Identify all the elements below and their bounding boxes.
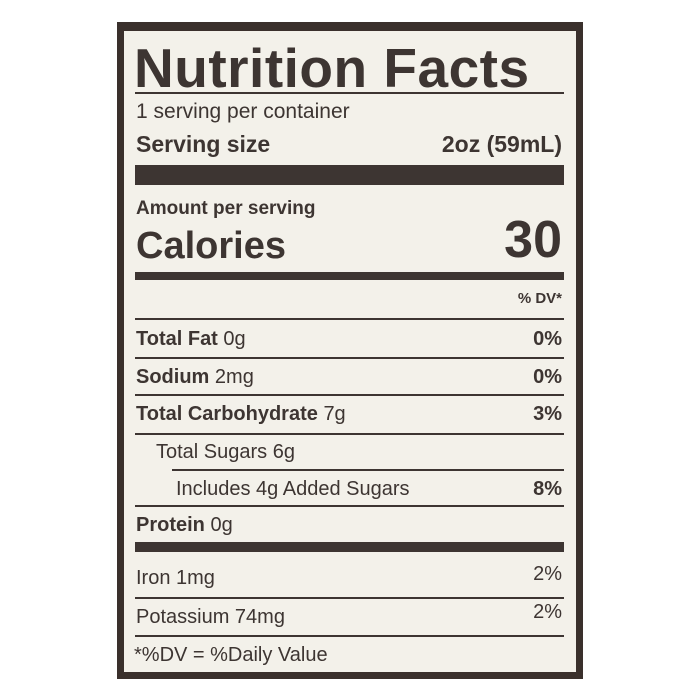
calories-value: 30 — [504, 211, 562, 269]
calories-label: Calories — [136, 225, 286, 267]
divider — [135, 357, 564, 359]
mineral-potassium: Potassium 74mg — [136, 606, 285, 628]
divider — [135, 318, 564, 320]
footnote: *%DV = %Daily Value — [134, 644, 328, 666]
dv-header: % DV* — [517, 290, 562, 307]
amount-per-serving: Amount per serving — [136, 198, 316, 219]
nutrient-protein: Protein 0g — [136, 514, 233, 536]
mineral-iron: Iron 1mg — [136, 567, 215, 589]
divider — [135, 505, 564, 507]
servings-per-container: 1 serving per container — [136, 100, 350, 123]
divider — [172, 469, 564, 471]
divider — [135, 92, 564, 94]
nutrient-total-fat: Total Fat 0g — [136, 328, 246, 350]
divider — [135, 635, 564, 637]
added-sugars-dv: 8% — [533, 478, 562, 500]
divider — [135, 433, 564, 435]
thick-divider — [135, 542, 564, 552]
label-title: Nutrition Facts — [134, 37, 530, 99]
serving-size-value: 2oz (59mL) — [441, 131, 562, 157]
divider — [135, 597, 564, 599]
nutrient-sodium: Sodium 2mg — [136, 366, 254, 388]
total-carbohydrate-dv: 3% — [533, 403, 562, 425]
total-fat-dv: 0% — [533, 328, 562, 350]
potassium-dv: 2% — [533, 601, 562, 623]
divider — [135, 394, 564, 396]
sodium-dv: 0% — [533, 366, 562, 388]
nutrition-facts-label: Nutrition Facts 1 serving per container … — [117, 22, 583, 679]
iron-dv: 2% — [533, 563, 562, 585]
nutrient-added-sugars: Includes 4g Added Sugars — [176, 478, 410, 500]
serving-size-label: Serving size — [136, 131, 271, 157]
nutrient-total-carbohydrate: Total Carbohydrate 7g — [136, 403, 346, 425]
thick-divider — [135, 272, 564, 280]
nutrient-total-sugars: Total Sugars 6g — [156, 441, 295, 463]
thick-divider — [135, 165, 564, 185]
